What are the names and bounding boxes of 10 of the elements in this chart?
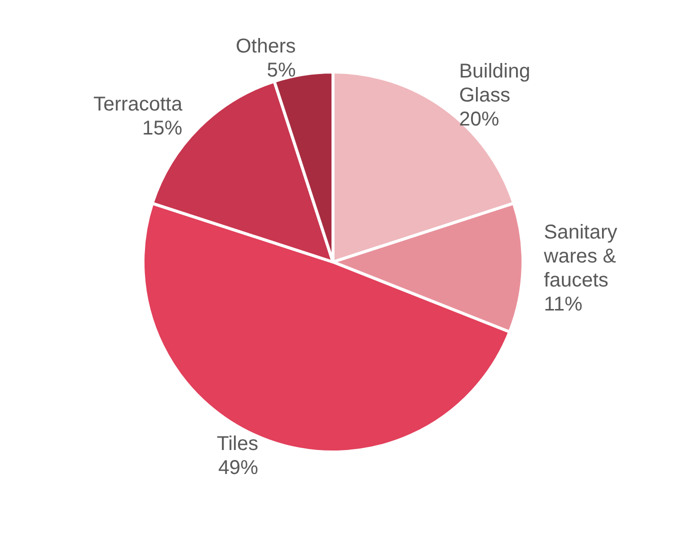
data-label: 49% — [218, 456, 258, 479]
data-label: 5% — [266, 60, 296, 82]
slice-label: Sanitary wares & faucets — [542, 221, 623, 292]
data-label: 20% — [459, 108, 500, 130]
data-label: 15% — [142, 117, 183, 140]
slice-label: Terracotta — [93, 93, 184, 116]
slice-label: Tiles — [216, 432, 258, 455]
data-label: 11% — [544, 293, 583, 316]
slice-label: Building Glass — [459, 60, 536, 106]
slice-label: Others — [236, 36, 296, 58]
